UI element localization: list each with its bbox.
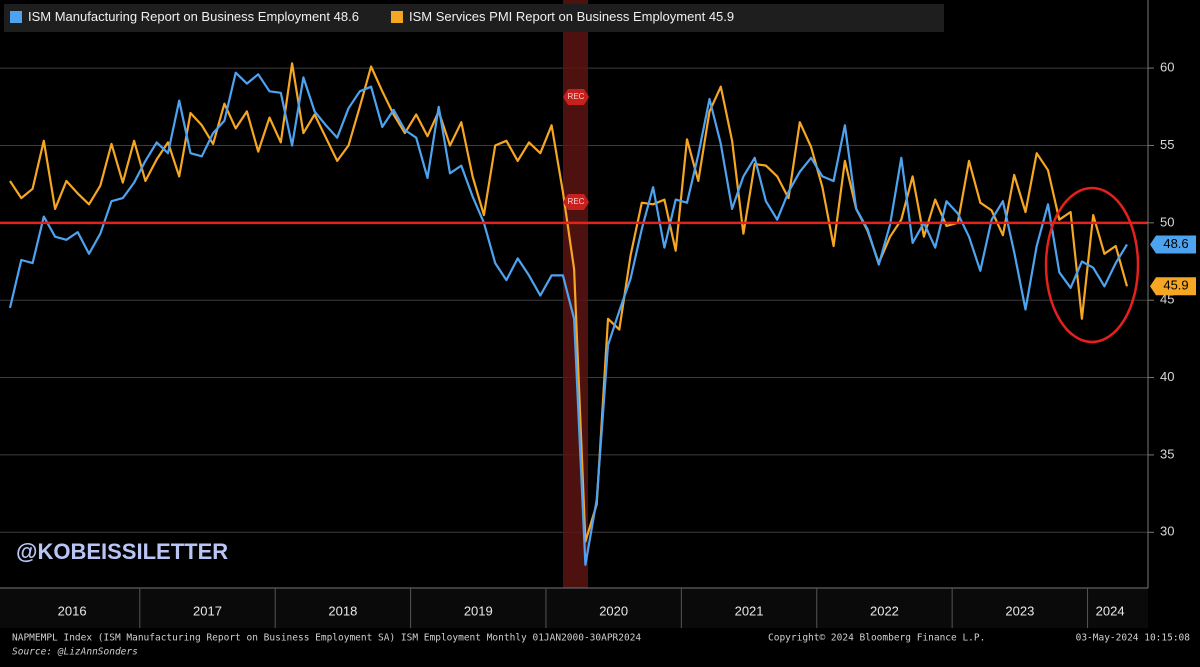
legend-label: ISM Services PMI Report on Business Empl…: [409, 9, 734, 24]
recession-tag: [563, 194, 589, 210]
source: Source: @LizAnnSonders: [12, 647, 138, 658]
y-tick-label: 50: [1160, 214, 1174, 229]
legend: ISM Manufacturing Report on Business Emp…: [10, 9, 734, 24]
x-axis-band: [0, 588, 1148, 628]
x-tick-label: 2024: [1096, 603, 1125, 618]
legend-label: ISM Manufacturing Report on Business Emp…: [28, 9, 359, 24]
end-value-tag: [1150, 277, 1196, 296]
y-tick-label: 40: [1160, 369, 1174, 384]
end-value-label: 45.9: [1163, 278, 1188, 293]
series-line: [9, 62, 1129, 543]
footnote: NAPMEMPL Index (ISM Manufacturing Report…: [12, 633, 641, 644]
y-tick-label: 30: [1160, 524, 1174, 539]
legend-swatch: [10, 11, 22, 23]
highlight-circle: [1044, 186, 1140, 344]
end-value-tag: [1150, 235, 1196, 254]
x-tick-label: 2020: [599, 603, 628, 618]
x-tick-label: 2023: [1005, 603, 1034, 618]
x-tick-label: 2016: [58, 603, 87, 618]
legend-name: ISM Manufacturing Report on Business Emp…: [28, 9, 330, 24]
recession-label: REC: [568, 197, 585, 206]
copyright: Copyright© 2024 Bloomberg Finance L.P.: [768, 633, 985, 644]
legend-value: 45.9: [709, 9, 734, 24]
legend-swatch: [390, 11, 403, 23]
timestamp: 03-May-2024 10:15:08: [1076, 633, 1191, 644]
x-tick-label: 2017: [193, 603, 222, 618]
x-tick-label: 2021: [735, 603, 764, 618]
end-value-label: 48.6: [1163, 236, 1188, 251]
y-tick-label: 45: [1160, 292, 1174, 307]
recession-marker: REC REC: [563, 89, 589, 210]
x-tick-label: 2022: [870, 603, 899, 618]
recession-tag: [563, 89, 589, 105]
recession-label: REC: [568, 92, 585, 101]
y-tick-label: 35: [1160, 446, 1174, 461]
legend-value: 48.6: [334, 9, 359, 24]
y-tick-label: 60: [1160, 60, 1174, 75]
legend-background: [4, 4, 944, 32]
series-line: [8, 71, 1128, 566]
x-tick-label: 2019: [464, 603, 493, 618]
legend-name: ISM Services PMI Report on Business Empl…: [409, 9, 706, 24]
lines: [0, 62, 1148, 566]
y-tick-label: 55: [1160, 137, 1174, 152]
watermark: @KOBEISSILETTER: [16, 539, 228, 564]
x-tick-label: 2018: [328, 603, 357, 618]
